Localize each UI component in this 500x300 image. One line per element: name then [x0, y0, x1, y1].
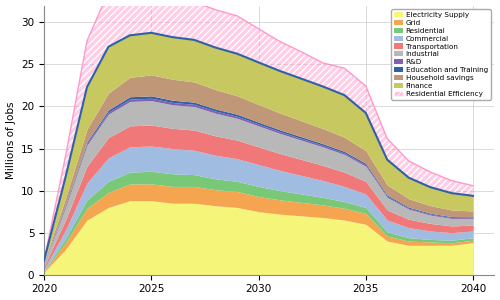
Y-axis label: Millions of Jobs: Millions of Jobs [6, 101, 16, 179]
Legend: Electricity Supply, Grid, Residential, Commercial, Transportation, Industrial, R: Electricity Supply, Grid, Residential, C… [392, 9, 491, 100]
